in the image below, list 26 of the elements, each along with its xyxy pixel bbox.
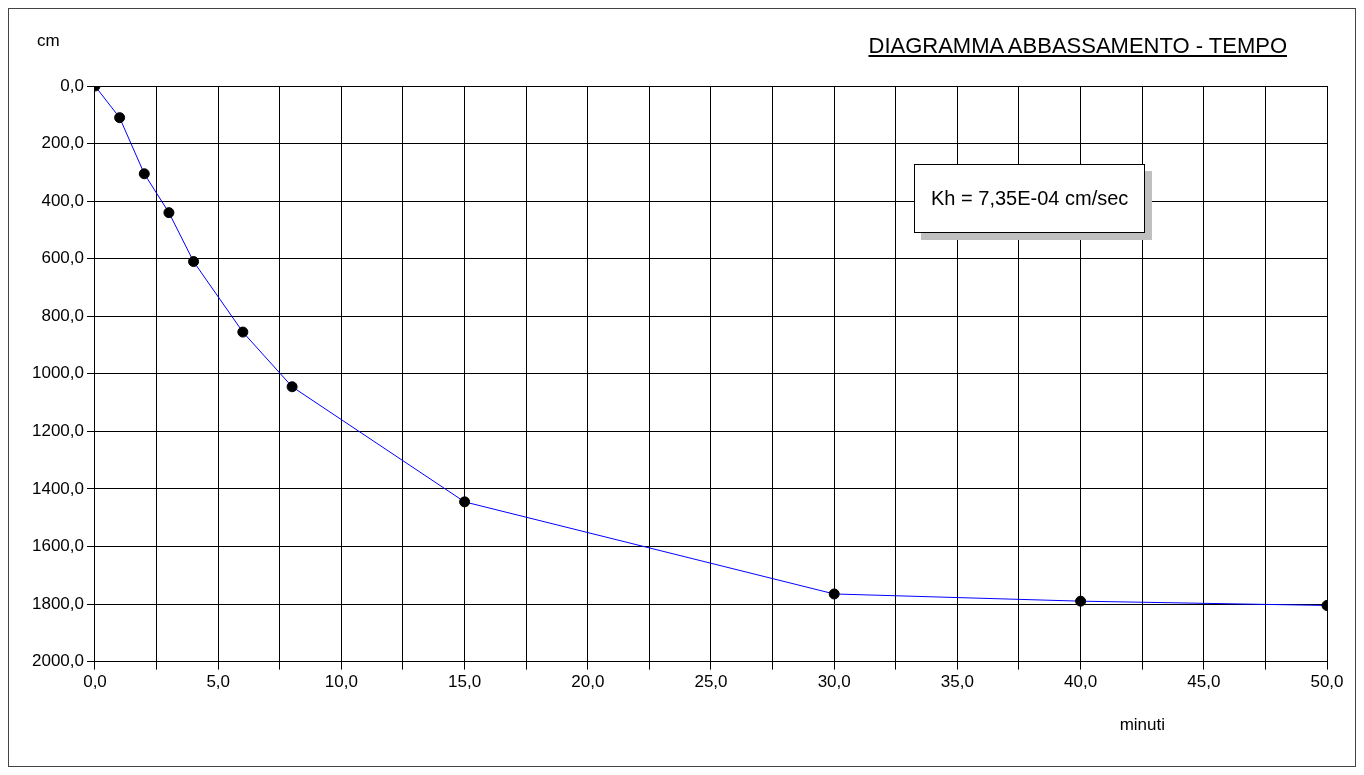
x-tick-label: 40,0 — [1064, 672, 1098, 692]
annotation: Kh = 7,35E-04 cm/sec — [914, 164, 1146, 233]
y-tick-label: 800,0 — [41, 305, 84, 325]
y-tick-label: 600,0 — [41, 248, 84, 268]
y-tick-label: 0,0 — [60, 75, 84, 95]
chart-title: DIAGRAMMA ABBASSAMENTO - TEMPO — [868, 33, 1287, 59]
x-tick-label: 50,0 — [1310, 672, 1344, 692]
y-tick-label: 1800,0 — [32, 593, 84, 613]
x-tick-label: 0,0 — [83, 672, 107, 692]
x-axis-title: minuti — [1119, 715, 1165, 735]
x-tick-label: 25,0 — [694, 672, 728, 692]
y-tick-label: 1000,0 — [32, 363, 84, 383]
x-tick-label: 45,0 — [1187, 672, 1221, 692]
y-tick-label: 1600,0 — [32, 536, 84, 556]
y-tick-label: 1200,0 — [32, 421, 84, 441]
x-tick-label: 10,0 — [324, 672, 358, 692]
y-tick-label: 200,0 — [41, 133, 84, 153]
y-tick-label: 400,0 — [41, 190, 84, 210]
x-tick-label: 5,0 — [206, 672, 231, 692]
x-tick-label: 35,0 — [940, 672, 974, 692]
x-tick-label: 15,0 — [448, 672, 482, 692]
y-tick-label: 2000,0 — [32, 651, 84, 671]
x-tick-label: 30,0 — [817, 672, 851, 692]
y-axis-title: cm — [37, 31, 60, 51]
x-tick-label: 20,0 — [571, 672, 605, 692]
y-tick-label: 1400,0 — [32, 478, 84, 498]
